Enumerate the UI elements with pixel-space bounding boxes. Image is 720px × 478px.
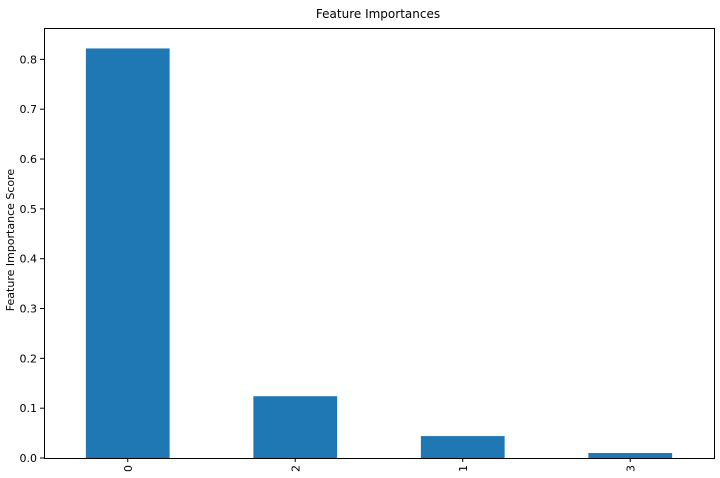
y-tick-label: 0.2 [20, 352, 38, 365]
chart-title: Feature Importances [316, 7, 440, 21]
bar-0 [85, 48, 170, 458]
y-axis-label: Feature Importance Score [4, 169, 17, 312]
y-tick-label: 0.0 [20, 452, 38, 465]
plot-frame [44, 28, 715, 459]
y-tick-label: 0.5 [20, 203, 38, 216]
bar-1 [420, 436, 505, 458]
x-tick-label-1: 1 [457, 465, 470, 472]
y-tick-label: 0.4 [20, 253, 38, 266]
x-ticks-group: 0 2 1 3 [122, 458, 637, 472]
y-tick-label: 0.8 [20, 53, 38, 66]
y-ticks-group: 0.0 0.1 0.2 0.3 0.4 0.5 0.6 0.7 0.8 [20, 53, 44, 465]
x-tick-label-2: 2 [289, 465, 302, 472]
x-tick-label-0: 0 [122, 465, 135, 472]
bar-3 [588, 453, 673, 458]
y-tick-label: 0.6 [20, 153, 38, 166]
bars-group [85, 48, 673, 458]
y-tick-label: 0.7 [20, 103, 38, 116]
bar-2 [253, 396, 338, 458]
x-tick-label-3: 3 [624, 465, 637, 472]
y-tick-label: 0.3 [20, 303, 38, 316]
y-tick-label: 0.1 [20, 402, 38, 415]
